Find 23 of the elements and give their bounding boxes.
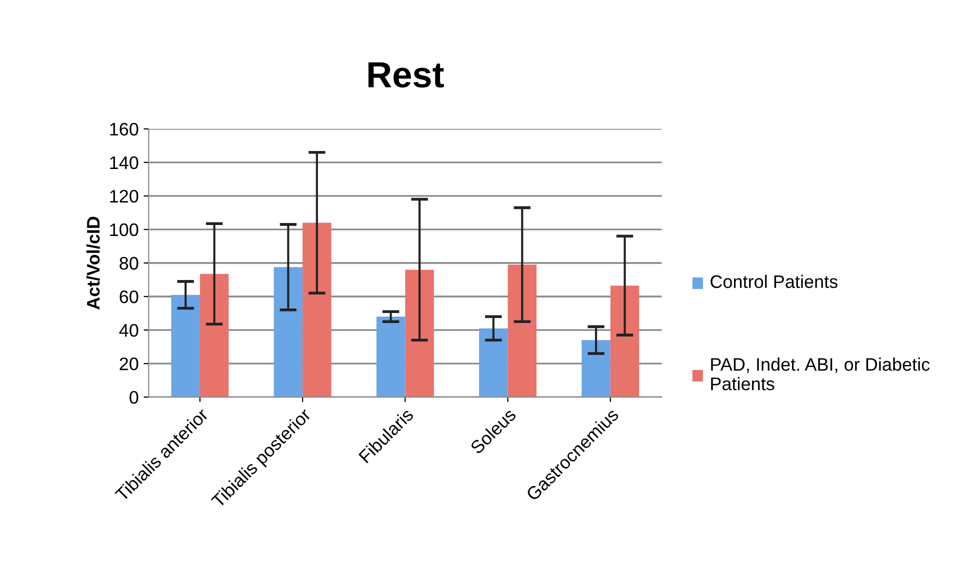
bar	[582, 340, 610, 398]
bar	[200, 274, 229, 398]
legend-label: Control Patients	[710, 274, 838, 288]
y-tick-label: 140	[110, 156, 138, 170]
bar	[302, 222, 332, 398]
bar	[610, 286, 640, 398]
y-tick-label: 80	[120, 256, 138, 270]
y-tick-label: 100	[110, 223, 138, 236]
bar	[171, 294, 200, 398]
y-tick-label: 60	[120, 290, 138, 304]
chart-title: Rest	[368, 62, 444, 88]
y-tick-label: 160	[110, 122, 138, 136]
bar	[405, 270, 434, 398]
bar	[508, 264, 537, 398]
bar	[376, 316, 406, 398]
y-axis-title: Act/Vol/cID	[86, 216, 100, 310]
y-tick-label: 120	[110, 190, 138, 203]
bar	[479, 328, 508, 398]
y-tick-label: 40	[119, 324, 138, 337]
y-tick-label: 0	[130, 391, 138, 404]
y-tick-label: 20	[120, 357, 138, 370]
legend-label: PAD, Indet. ABI, or Diabetic Patients	[711, 358, 930, 390]
bar	[274, 267, 303, 398]
